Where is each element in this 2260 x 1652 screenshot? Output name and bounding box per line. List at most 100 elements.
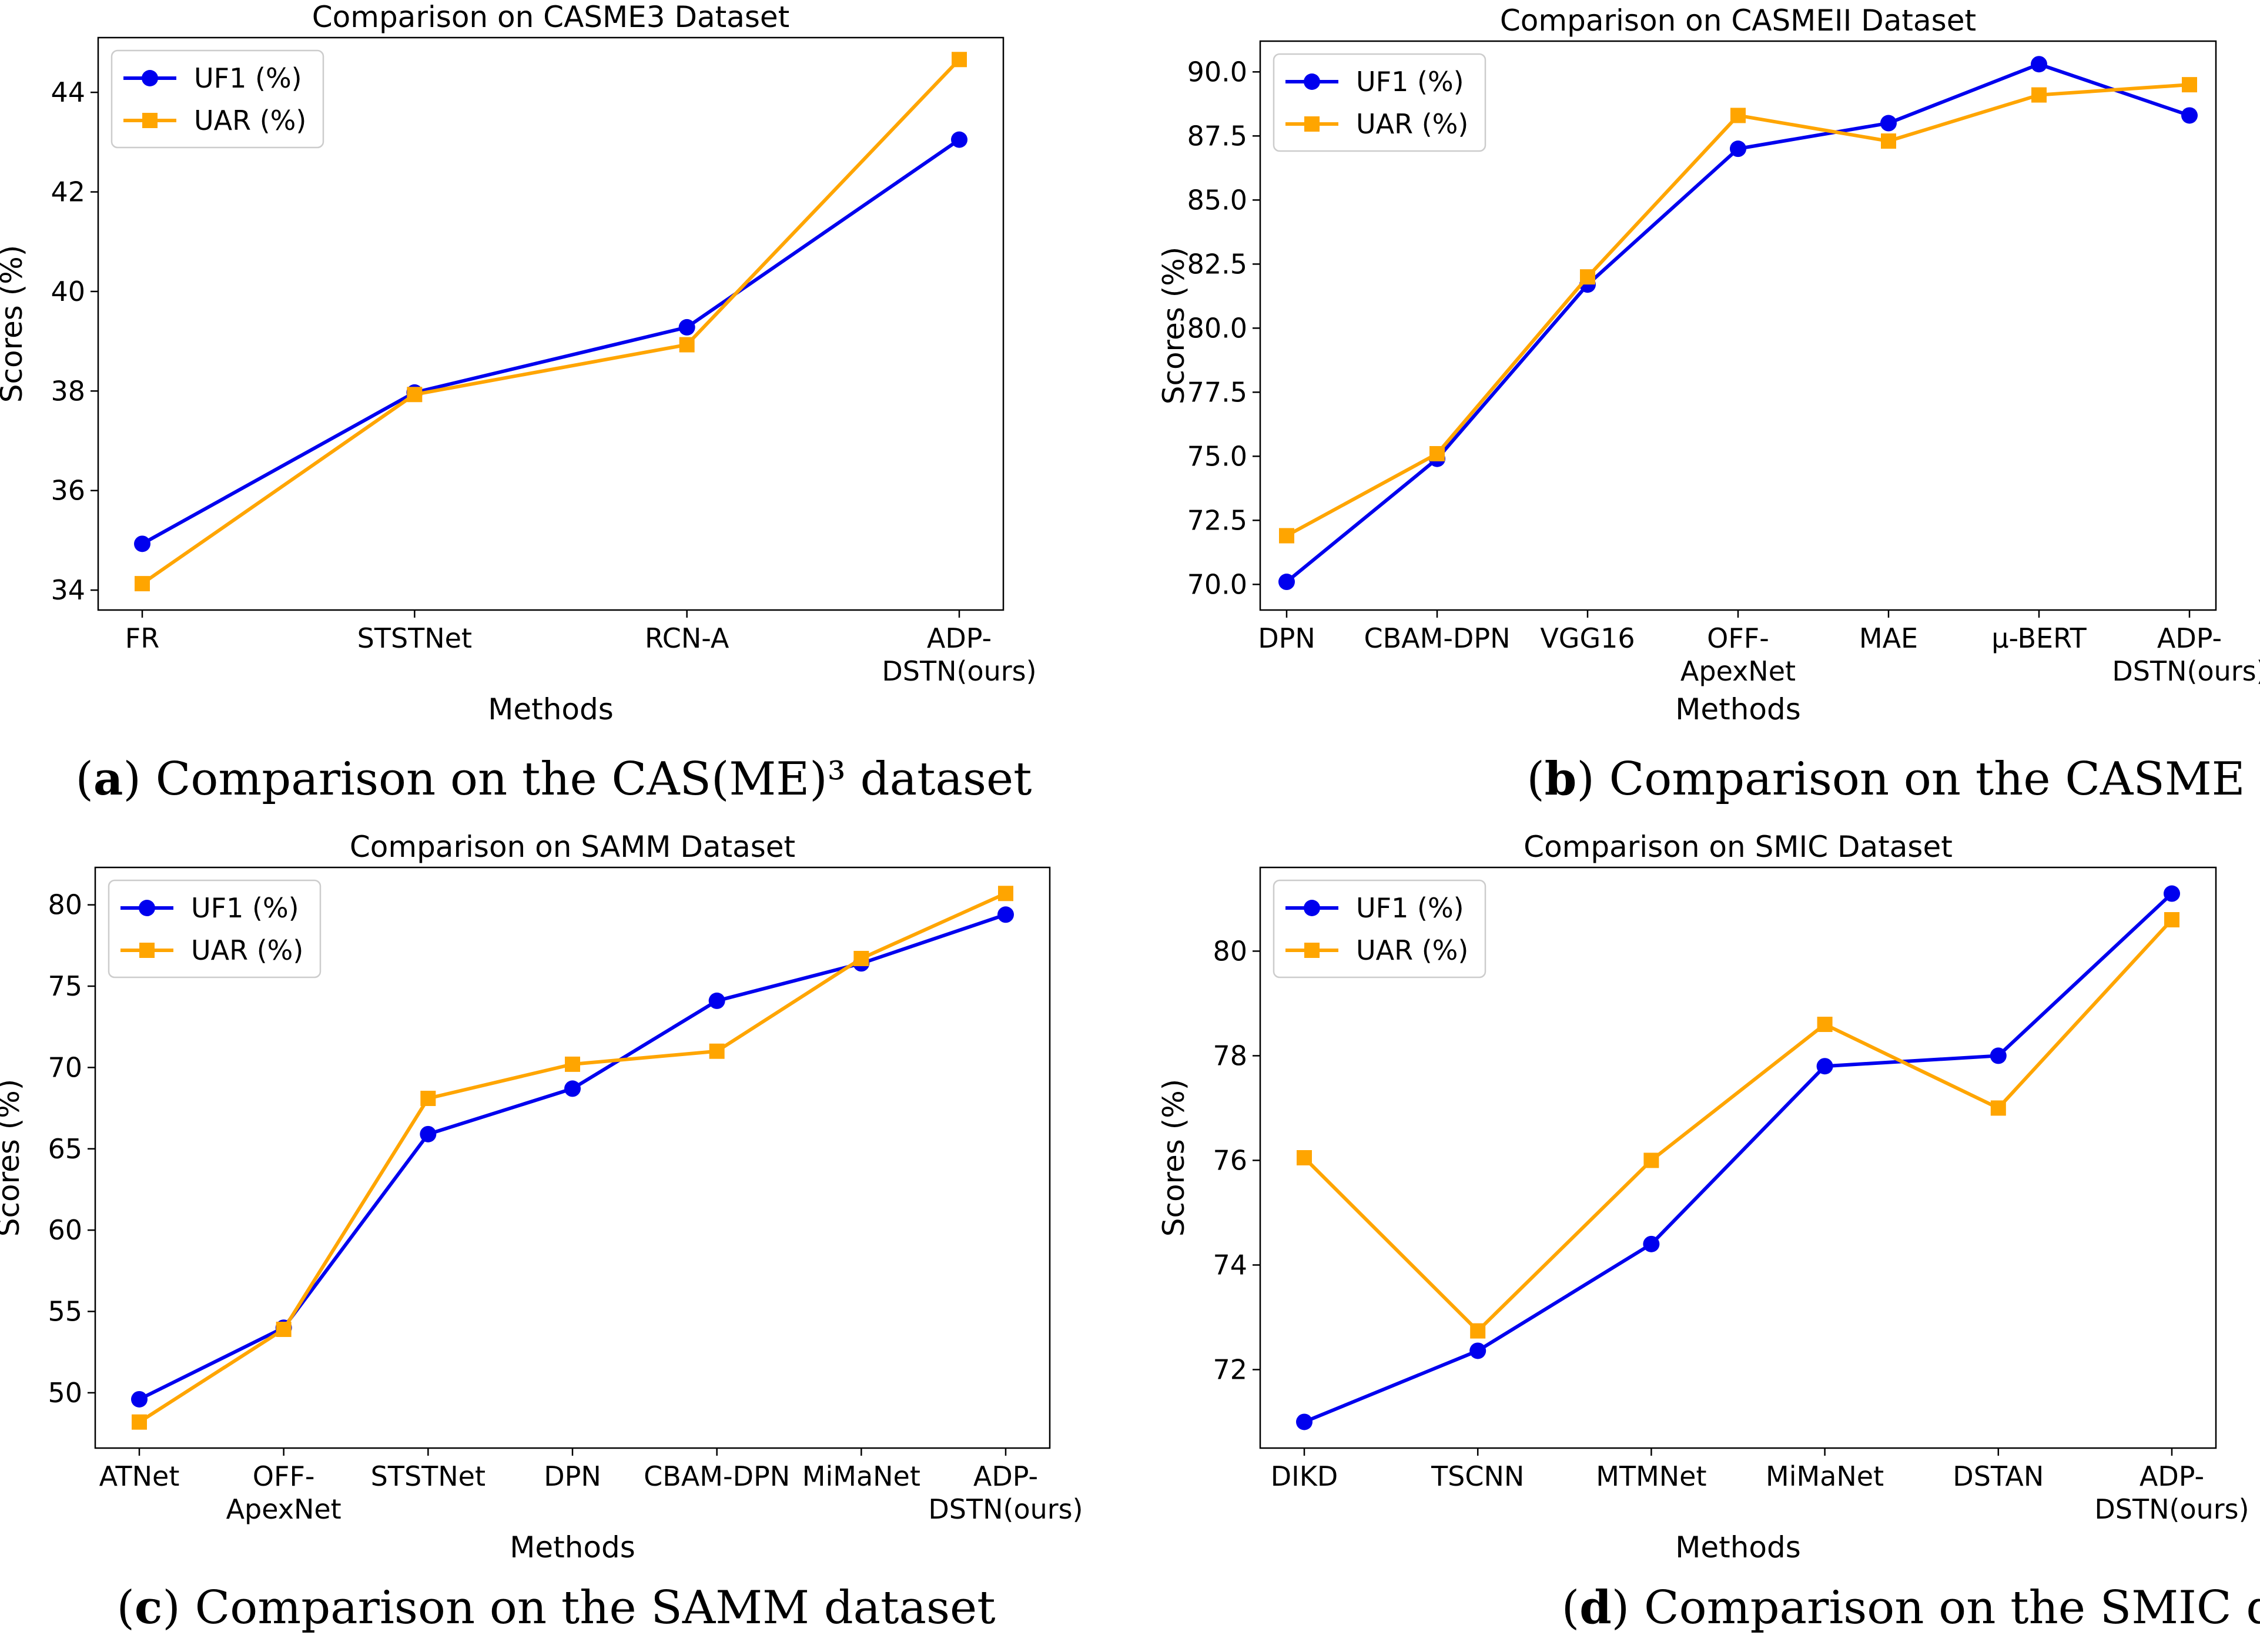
x-tick-label: ADP-	[973, 1460, 1038, 1492]
legend-box	[1273, 879, 1486, 979]
legend-marker	[1304, 116, 1320, 132]
y-tick-label: 36	[51, 475, 85, 507]
caption-letter: b	[1545, 752, 1577, 806]
x-tick-label: TSCNN	[1431, 1460, 1524, 1492]
x-tick-label: MiMaNet	[1766, 1460, 1884, 1492]
x-tick-label: FR	[125, 622, 159, 654]
data-point	[951, 131, 967, 148]
x-tick-label: VGG16	[1540, 622, 1635, 654]
subfigure-caption: (c) Comparison on the SAMM dataset	[116, 1581, 995, 1634]
x-tick-label: µ-BERT	[1991, 622, 2087, 654]
y-tick-label: 70	[48, 1051, 82, 1083]
y-tick-label: 55	[48, 1296, 82, 1328]
data-point	[1278, 574, 1295, 591]
data-point	[1297, 1150, 1312, 1165]
x-tick-label: STSTNet	[371, 1460, 486, 1492]
data-point	[2031, 87, 2047, 103]
plot-frame	[97, 36, 1005, 611]
x-axis-label: Methods	[1675, 692, 1801, 726]
series-uar	[135, 52, 967, 592]
data-point	[1296, 1413, 1313, 1430]
y-tick-label: 72	[1213, 1353, 1247, 1385]
legend-label: UF1 (%)	[1356, 892, 1464, 924]
x-tick-label: ATNet	[99, 1460, 180, 1492]
y-tick-label: 80.0	[1187, 312, 1247, 344]
caption-letter: c	[135, 1581, 163, 1634]
y-tick-label: 70.0	[1187, 568, 1247, 600]
series-uf1	[1296, 885, 2180, 1430]
legend-marker	[1304, 73, 1320, 90]
legend-label: UAR (%)	[1356, 934, 1468, 966]
legend-marker	[1304, 900, 1320, 916]
chart-title: Comparison on CASMEII Dataset	[1500, 4, 1976, 38]
y-tick-label: 74	[1213, 1249, 1247, 1281]
chart-title: Comparison on CASME3 Dataset	[312, 0, 790, 34]
legend-box	[1273, 53, 1486, 152]
legend-marker	[139, 900, 155, 916]
data-point	[1643, 1235, 1660, 1252]
data-point	[708, 992, 725, 1009]
data-point	[276, 1321, 292, 1337]
subfigure-caption: (b) Comparison on the CASME II dataset	[1526, 752, 2260, 806]
legend: UF1 (%) UAR (%)	[111, 49, 324, 149]
data-point	[564, 1080, 581, 1097]
x-tick-label: DSTN(ours)	[2112, 655, 2260, 687]
chart-title: Comparison on SAMM Dataset	[350, 830, 795, 864]
x-tick-label: RCN-A	[645, 622, 729, 654]
data-point	[420, 1125, 437, 1142]
caption-text: Comparison on the CAS(ME)³ dataset	[156, 753, 1032, 806]
series-line	[141, 138, 960, 545]
legend-label: UF1 (%)	[194, 62, 302, 94]
y-tick-label: 78	[1213, 1040, 1247, 1071]
chart-panel-2: Comparison on CASMEII Dataset 70.0 72.5 75.…	[1157, 4, 2260, 806]
x-axis-label: Methods	[488, 692, 614, 726]
caption-letter: a	[93, 752, 123, 806]
legend-marker	[142, 70, 158, 86]
data-point	[1990, 1100, 2006, 1116]
legend-label: UF1 (%)	[1356, 66, 1464, 98]
data-point	[1730, 108, 1746, 123]
series-line	[138, 913, 1006, 1401]
caption-text: Comparison on the CASME II dataset	[1609, 753, 2260, 806]
chart-title: Comparison on SMIC Dataset	[1524, 830, 1953, 864]
data-point	[2031, 56, 2047, 73]
y-tick-label: 72.5	[1187, 504, 1247, 536]
series-line	[1303, 918, 2174, 1333]
data-point	[853, 950, 869, 966]
data-point	[420, 1090, 436, 1106]
series-line	[141, 58, 961, 585]
y-tick-label: 75.0	[1187, 440, 1247, 472]
series-uar	[1279, 77, 2197, 544]
y-tick-label: 85.0	[1187, 184, 1247, 216]
data-point	[1279, 528, 1294, 544]
data-point	[1881, 133, 1896, 149]
x-tick-label: MTMNet	[1596, 1460, 1706, 1492]
x-tick-label: ADP-	[2140, 1460, 2204, 1492]
legend-label: UF1 (%)	[191, 892, 299, 924]
data-point	[709, 1043, 725, 1059]
x-tick-label: DPN	[544, 1460, 601, 1492]
series-uar	[1297, 912, 2179, 1339]
y-axis-label: Scores (%)	[0, 1079, 26, 1237]
y-tick-label: 90.0	[1187, 56, 1247, 88]
data-point	[997, 906, 1014, 923]
data-point	[2164, 885, 2180, 902]
x-tick-label: MiMaNet	[802, 1460, 920, 1492]
y-tick-label: 82.5	[1187, 248, 1247, 280]
x-tick-label: OFF-	[253, 1460, 315, 1492]
y-tick-label: 80	[1213, 935, 1247, 967]
y-tick-label: 87.5	[1187, 120, 1247, 152]
legend-label: UAR (%)	[1356, 108, 1468, 140]
chart-panel-3: Comparison on SAMM Dataset 50 55 60 65 70 75 80…	[0, 830, 1083, 1634]
x-tick-label: ApexNet	[1680, 655, 1796, 687]
y-axis-label: Scores (%)	[1157, 1079, 1191, 1237]
y-tick-label: 42	[51, 176, 85, 208]
x-tick-label: DPN	[1258, 622, 1315, 654]
data-point	[1730, 140, 1746, 158]
y-tick-label: 38	[51, 375, 85, 407]
x-tick-label: DSTN(ours)	[928, 1493, 1083, 1525]
y-axis-label: Scores (%)	[0, 245, 29, 403]
y-tick-label: 75	[48, 970, 82, 1002]
y-tick-label: 77.5	[1187, 376, 1247, 408]
y-tick-label: 40	[51, 276, 85, 307]
